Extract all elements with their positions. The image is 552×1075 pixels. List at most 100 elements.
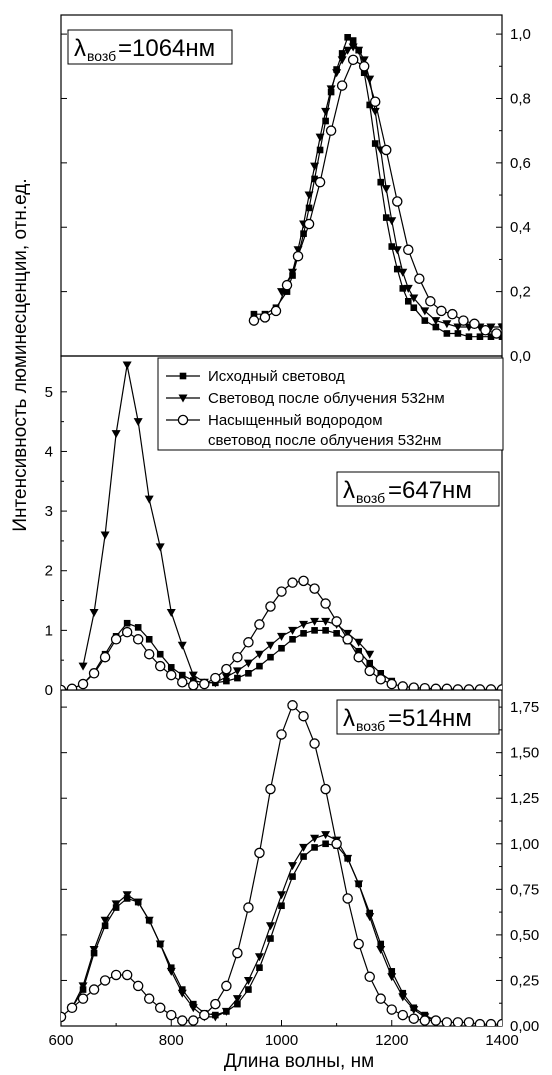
panel-middle-series-0-point bbox=[267, 653, 274, 661]
panel-bottom-series-1-point bbox=[243, 976, 253, 985]
panel-top-series-1-point bbox=[348, 43, 358, 52]
panel-middle-series-2-point bbox=[177, 676, 188, 688]
panel-bottom-series-1-point bbox=[398, 993, 408, 1002]
panel-middle-series-1-point bbox=[310, 617, 320, 626]
panel-middle-series-2-point bbox=[430, 683, 442, 690]
panel-bottom-series-1-point bbox=[155, 940, 165, 949]
label-514-value: =514нм bbox=[388, 705, 472, 732]
panel-top-series-0-point bbox=[371, 140, 379, 147]
panel-middle-series-2-point bbox=[88, 668, 100, 679]
panel-top-series-2-point bbox=[392, 196, 403, 207]
panel-middle-series-2-point bbox=[99, 651, 111, 663]
panel-middle-series-2-point bbox=[154, 660, 166, 672]
panel-bottom-xtick-label: 600 bbox=[48, 1032, 73, 1049]
panel-middle-series-2-point bbox=[419, 682, 431, 690]
panel-middle-series-2-point bbox=[66, 683, 78, 690]
panel-bottom-series-1-point bbox=[210, 1013, 220, 1022]
panel-top-series-0-point bbox=[382, 214, 390, 221]
panel-bottom-series-2-point bbox=[397, 1009, 409, 1021]
panel-bottom-series-1-point bbox=[343, 854, 353, 863]
panel-top-ytick-label: 1,0 bbox=[510, 26, 531, 43]
panel-bottom-xtick-label: 1000 bbox=[265, 1032, 298, 1049]
panel-top-series-1-point bbox=[288, 268, 298, 277]
panel-middle-series-2-point bbox=[243, 637, 254, 648]
panel-bottom-series-1-point bbox=[354, 880, 364, 889]
panel-middle-series-2-point bbox=[353, 651, 364, 663]
panel-middle-series-1-point bbox=[354, 638, 364, 647]
panel-top-series-1-point bbox=[387, 217, 397, 226]
panel-middle-series-2-point bbox=[254, 619, 265, 630]
panel-bottom-series-0-line bbox=[71, 843, 437, 1022]
panel-top-series-2-point bbox=[259, 312, 271, 323]
panel-top-series-0-point bbox=[344, 34, 351, 41]
panel-bottom-series-1-point bbox=[299, 843, 309, 852]
panel-bottom-series-0-point bbox=[234, 1000, 241, 1008]
panel-middle-series-0-point bbox=[234, 674, 241, 682]
panel-top-series-1-point bbox=[392, 246, 402, 255]
panel-middle: 0 1 2 3 4 5 bbox=[45, 355, 503, 699]
panel-bottom-series-2-point bbox=[485, 1018, 497, 1026]
panel-middle-series-2-point bbox=[397, 681, 409, 690]
panel-bottom-series-0-point bbox=[267, 935, 274, 942]
legend-entry-irradiated: Световод после облучения 532нм bbox=[208, 390, 445, 407]
panel-middle-series-1-point bbox=[299, 620, 309, 629]
panel-top-series-2-point bbox=[325, 125, 337, 136]
panel-middle-series-2-point bbox=[143, 648, 155, 660]
panel-top-series-1-point bbox=[321, 107, 331, 116]
panel-middle-series-2-point bbox=[265, 601, 276, 612]
panel-top-frame bbox=[60, 14, 503, 357]
panel-middle-series-2-point bbox=[199, 678, 210, 690]
panel-top-series-0-point bbox=[316, 146, 324, 154]
panel-bottom-series-2-point bbox=[463, 1017, 475, 1026]
panel-bottom-series-2-point bbox=[276, 729, 287, 740]
panel-top-series-2-point bbox=[314, 176, 326, 188]
panel-top-series-1-point bbox=[326, 85, 336, 94]
panel-middle-series-1-point bbox=[122, 361, 132, 370]
panel-middle-series-1-point bbox=[111, 430, 121, 439]
panel-bottom-series-0-point bbox=[366, 909, 373, 917]
panel-bottom-xtick-label: 1200 bbox=[375, 1032, 408, 1049]
y-axis-title: Интенсивность люминесценции, отн.ед. bbox=[10, 178, 31, 531]
panel-top-series bbox=[248, 34, 502, 340]
panel-middle-series-1-point bbox=[89, 608, 99, 617]
panel-top-ytick-label: 0,8 bbox=[510, 90, 531, 107]
panel-bottom-series-0-point bbox=[377, 940, 385, 948]
panel-bottom-ytick-label: 1,25 bbox=[510, 790, 539, 807]
panel-top-series-2-point bbox=[248, 315, 260, 326]
panel-middle-series-0-point bbox=[366, 659, 373, 667]
panel-middle-series-0-point bbox=[245, 670, 252, 677]
panel-middle-series-1-point bbox=[254, 650, 264, 659]
panel-top-series-0-point bbox=[393, 265, 401, 273]
panel-bottom-series-2-point bbox=[154, 1002, 166, 1014]
panel-bottom-series-2-point bbox=[386, 1004, 397, 1015]
panel-bottom-series-1-point bbox=[89, 945, 99, 954]
panel-top-ytick-label: 0,6 bbox=[510, 155, 531, 172]
panel-bottom-series-1-point bbox=[409, 1006, 419, 1015]
panel-middle-series-0-point bbox=[377, 670, 385, 677]
panel-top-series-0-point bbox=[250, 310, 258, 318]
panel-middle-series-0-point bbox=[322, 627, 329, 634]
panel-middle-ytick-label: 2 bbox=[45, 563, 53, 580]
panel-top: 0,0 0,2 0,4 0,6 0,8 1,0 bbox=[60, 14, 531, 365]
panel-top-ytick-label: 0,2 bbox=[510, 284, 531, 301]
panel-bottom-series-1-point bbox=[221, 1007, 231, 1016]
panel-middle-ytick-label: 3 bbox=[45, 503, 53, 520]
panel-middle-series-0-point bbox=[256, 662, 263, 670]
legend-sample-marker bbox=[179, 372, 187, 380]
panel-top-series-0-point bbox=[432, 323, 440, 331]
panel-bottom-series-2-point bbox=[430, 1015, 442, 1026]
panel-middle-series-2-point bbox=[77, 678, 89, 690]
panel-middle-series-1-point bbox=[265, 641, 275, 650]
panel-bottom-series-0-point bbox=[388, 968, 396, 975]
panel-middle-series-2-point bbox=[61, 684, 67, 690]
panel-top-series-0-point bbox=[410, 304, 418, 312]
label-1064-value: =1064нм bbox=[118, 35, 215, 62]
panel-middle-series-2-point bbox=[188, 679, 199, 690]
panel-top-series-1-point bbox=[354, 46, 364, 55]
panel-middle-series-2-point bbox=[375, 674, 386, 685]
panel-middle-series-2-point bbox=[408, 682, 420, 690]
panel-top-series-1-point bbox=[420, 307, 430, 316]
panel-bottom-xtick-label: 800 bbox=[159, 1032, 184, 1049]
panel-top-series-2-point bbox=[436, 305, 447, 317]
